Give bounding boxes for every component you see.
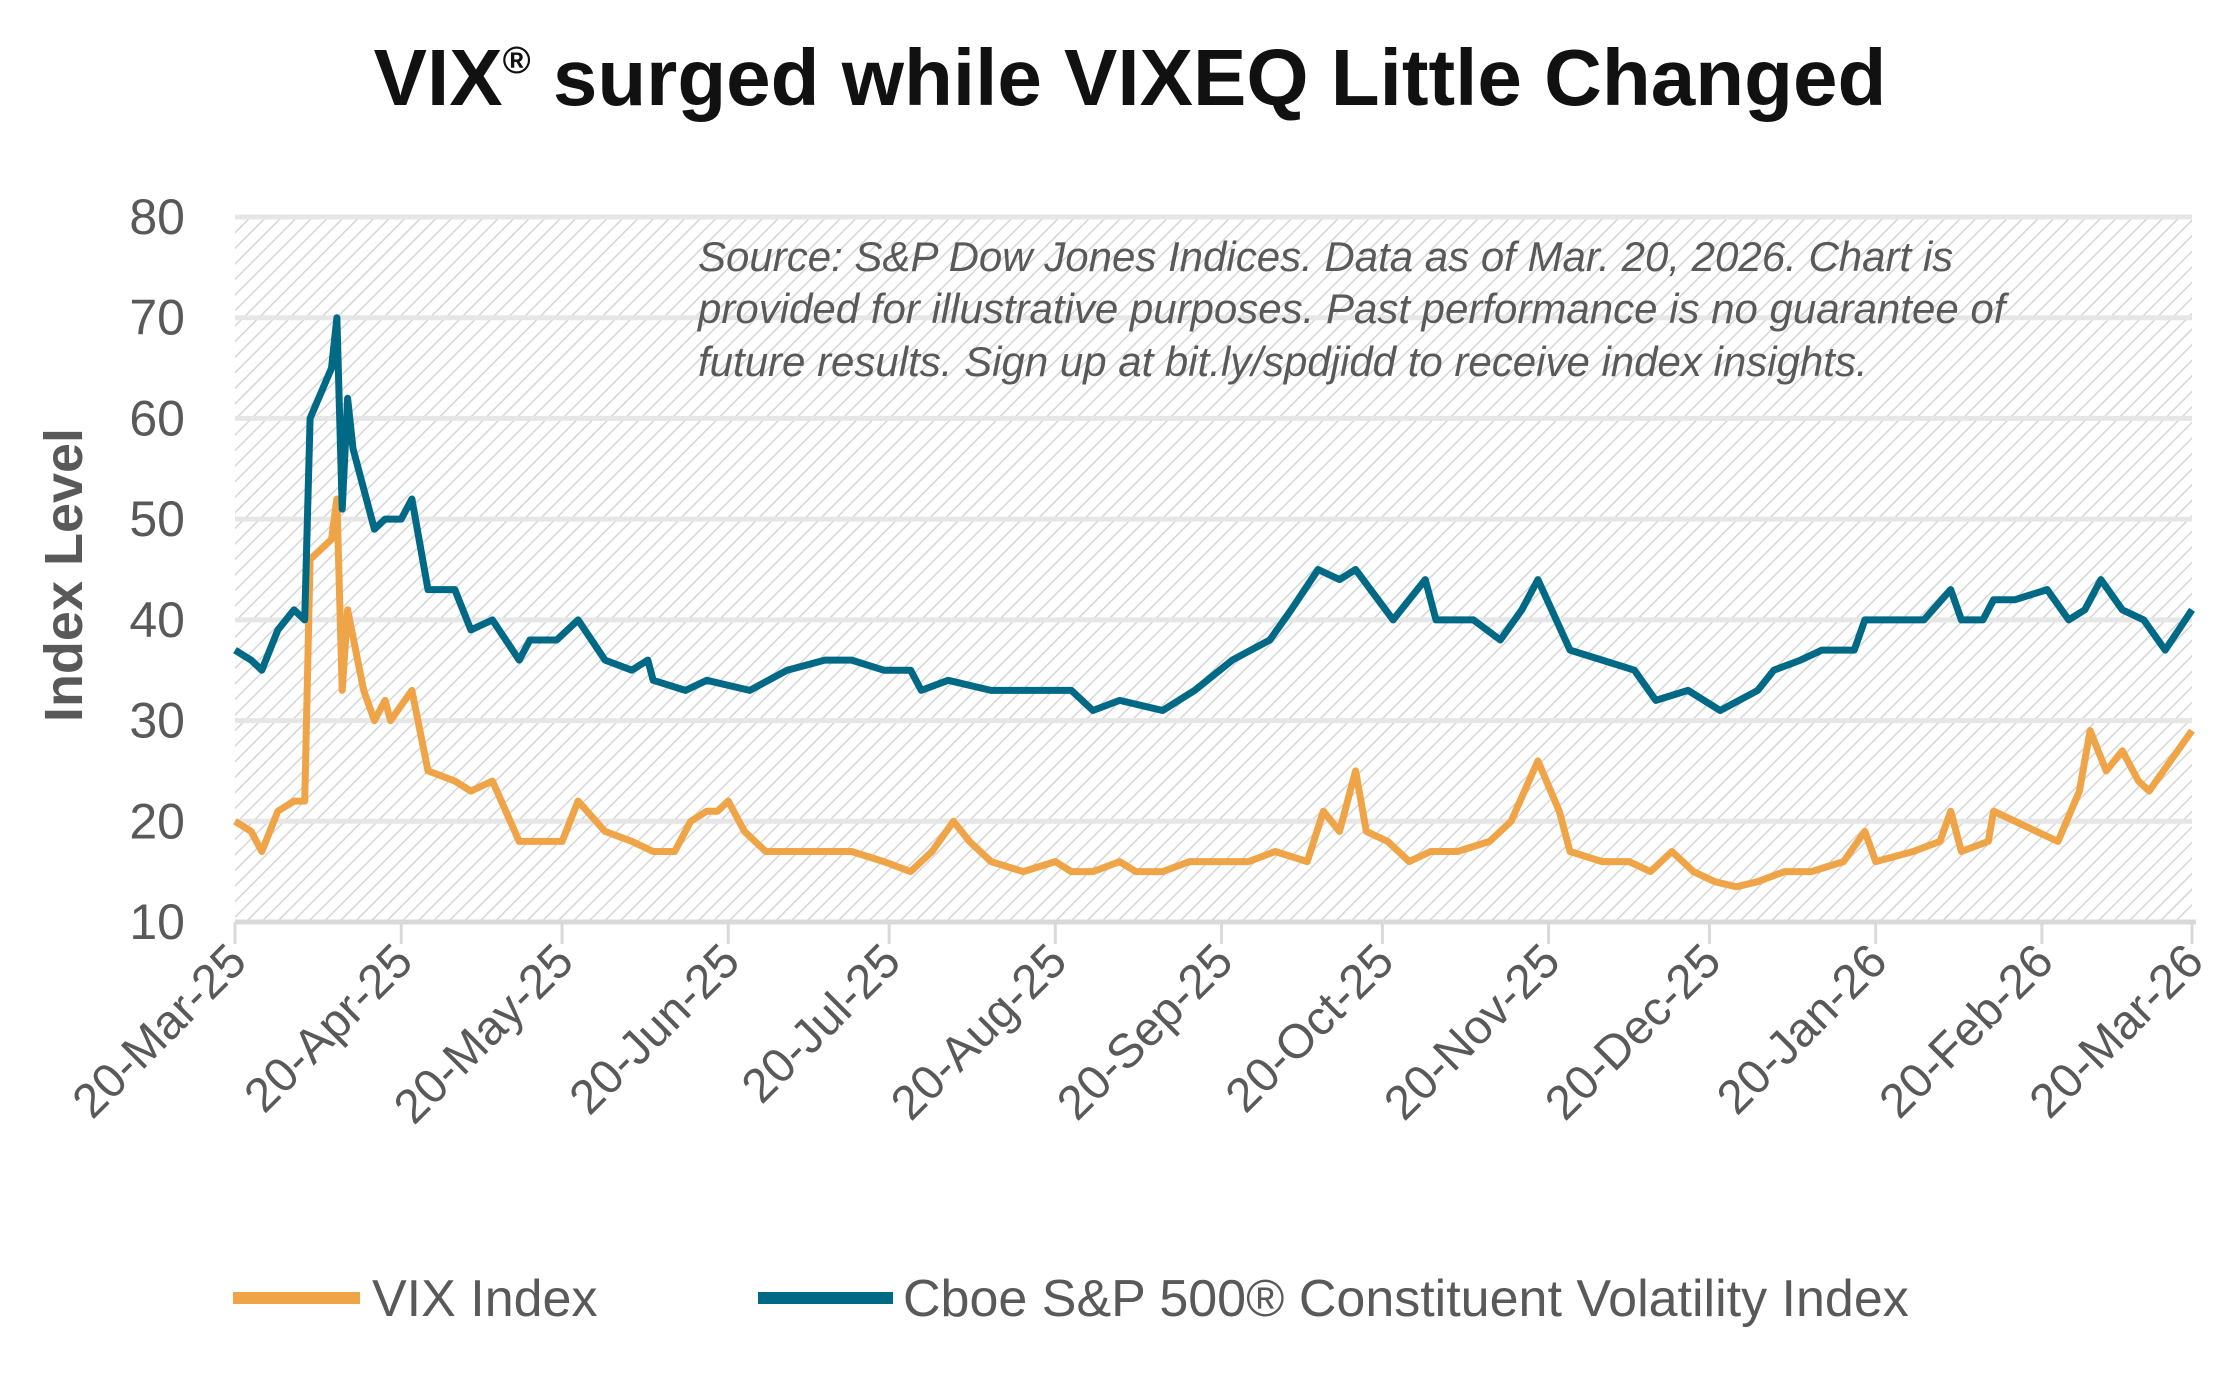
x-tick-label: 20-Sep-25	[1047, 934, 1243, 1130]
legend-label-vix: VIX Index	[372, 1270, 597, 1328]
y-tick-label: 50	[129, 491, 185, 547]
y-tick-label: 40	[129, 592, 185, 648]
series-lines	[233, 314, 2195, 891]
vixeq-line	[233, 314, 2195, 714]
x-tick-label: 20-Dec-25	[1535, 934, 1731, 1130]
source-line-1: Source: S&P Dow Jones Indices. Data as o…	[698, 233, 1953, 280]
x-tick-label: 20-Aug-25	[881, 934, 1077, 1130]
x-tick-label: 20-Mar-25	[63, 934, 257, 1128]
y-tick-label: 20	[129, 793, 185, 849]
gridlines	[235, 214, 2192, 824]
legend: VIX Index Cboe S&P 500® Constituent Vola…	[233, 1270, 1909, 1328]
x-axis-ticks: 20-Mar-2520-Apr-2520-May-2520-Jun-2520-J…	[63, 922, 2214, 1134]
y-tick-label: 10	[129, 894, 185, 950]
registered-mark: ®	[503, 40, 531, 82]
y-axis-label: Index Level	[34, 428, 94, 722]
source-line-2: provided for illustrative purposes. Past…	[696, 285, 2010, 332]
plot-area	[235, 217, 2192, 922]
x-tick-label: 20-Jan-26	[1707, 934, 1897, 1124]
vix-line	[233, 495, 2195, 891]
x-tick-label: 20-Nov-25	[1374, 934, 1570, 1130]
y-tick-label: 80	[129, 189, 185, 245]
source-annotation: Source: S&P Dow Jones Indices. Data as o…	[696, 233, 2010, 385]
y-tick-label: 60	[129, 390, 185, 446]
y-tick-label: 30	[129, 693, 185, 749]
chart-title: VIX® surged while VIXEQ Little Changed	[374, 33, 1887, 122]
x-tick-label: 20-Jun-25	[560, 934, 750, 1124]
y-tick-label: 70	[129, 290, 185, 346]
title-rest: surged while VIXEQ Little Changed	[531, 33, 1887, 122]
title-prefix: VIX	[374, 33, 503, 122]
source-line-3: future results. Sign up at bit.ly/spdjid…	[698, 338, 1868, 385]
legend-label-vixeq: Cboe S&P 500® Constituent Volatility Ind…	[903, 1270, 1909, 1328]
x-tick-label: 20-Jul-25	[732, 934, 911, 1113]
y-axis-ticks: 10 20 30 40 50 60 70 80	[129, 189, 185, 950]
